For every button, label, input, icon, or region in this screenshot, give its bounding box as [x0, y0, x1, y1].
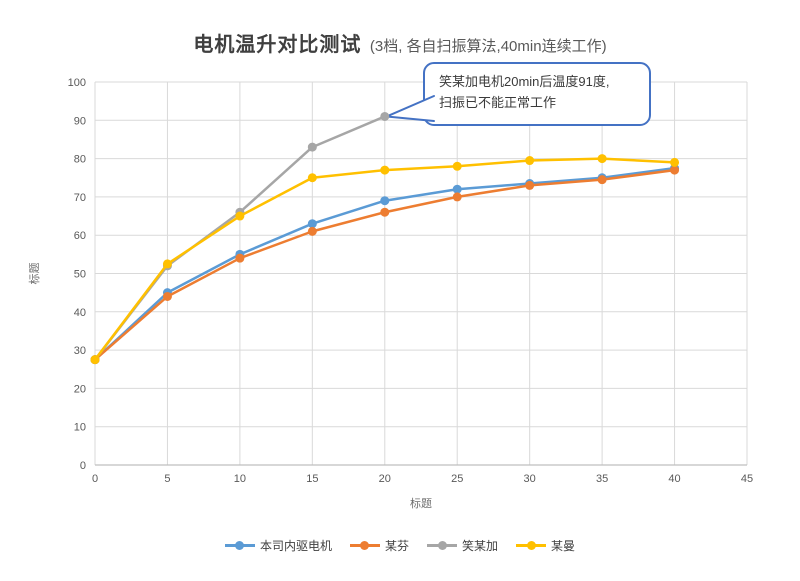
legend-item-某芬: 某芬	[349, 537, 409, 554]
y-tick-label: 60	[74, 230, 86, 242]
y-tick-label: 90	[74, 115, 86, 127]
series-marker-某曼	[525, 156, 535, 166]
series-marker-某曼	[235, 211, 245, 221]
series-marker-某芬	[380, 207, 390, 217]
y-tick-label: 80	[74, 154, 86, 166]
legend: 本司内驱电机 某芬 笑某加 某曼	[0, 537, 800, 554]
legend-item-某曼: 某曼	[516, 537, 575, 554]
series-marker-某曼	[670, 157, 680, 167]
series-marker-某曼	[452, 161, 462, 171]
x-axis-title: 标题	[410, 496, 432, 510]
callout-line2: 扫振已不能正常工作	[439, 95, 557, 110]
y-tick-label: 50	[74, 269, 86, 281]
legend-marker-icon	[349, 541, 380, 550]
x-tick-label: 25	[451, 473, 463, 485]
series-marker-某芬	[307, 226, 317, 236]
chart-title-main: 电机温升对比测试	[193, 34, 362, 56]
callout-box	[423, 62, 651, 126]
x-tick-label: 15	[306, 473, 318, 485]
legend-label: 笑某加	[462, 539, 499, 553]
series-marker-某曼	[380, 165, 390, 175]
series-marker-本司内驱电机	[452, 184, 462, 194]
series-marker-某曼	[597, 154, 607, 164]
callout-tail-fill	[386, 96, 434, 121]
series-marker-笑某加	[380, 111, 390, 121]
x-tick-label: 5	[164, 473, 170, 485]
series-marker-某芬	[670, 165, 680, 175]
x-tick-label: 45	[741, 473, 753, 485]
y-axis-title: 标题	[27, 263, 41, 285]
y-tick-label: 40	[74, 307, 86, 319]
callout-line1: 笑某加电机20min后温度91度,	[439, 74, 610, 89]
x-tick-label: 0	[92, 473, 98, 485]
y-tick-label: 0	[80, 460, 86, 472]
x-tick-label: 30	[524, 473, 536, 485]
legend-marker-icon	[516, 541, 547, 550]
y-tick-label: 30	[74, 345, 86, 357]
series-marker-某曼	[307, 173, 317, 183]
chart-title-sub: (3档, 各自扫振算法,40min连续工作)	[369, 38, 607, 55]
series-marker-某芬	[162, 291, 172, 301]
callout-annotation: 笑某加电机20min后温度91度, 扫振已不能正常工作	[439, 71, 639, 113]
legend-item-笑某加: 笑某加	[427, 537, 498, 554]
legend-marker-icon	[224, 541, 255, 550]
series-marker-本司内驱电机	[307, 219, 317, 229]
x-tick-label: 10	[234, 473, 246, 485]
legend-item-本司内驱电机: 本司内驱电机	[224, 537, 332, 554]
series-marker-某芬	[452, 192, 462, 202]
series-marker-某芬	[597, 175, 607, 185]
series-marker-某芬	[525, 180, 535, 190]
x-tick-label: 40	[668, 473, 680, 485]
series-marker-某曼	[90, 355, 100, 365]
y-tick-label: 10	[74, 422, 86, 434]
y-tick-label: 20	[74, 383, 86, 395]
series-marker-笑某加	[307, 142, 317, 152]
series-marker-本司内驱电机	[380, 196, 390, 206]
legend-label: 本司内驱电机	[259, 539, 332, 553]
legend-label: 某芬	[384, 539, 409, 553]
series-marker-某曼	[162, 259, 172, 269]
x-tick-label: 20	[379, 473, 391, 485]
y-tick-label: 100	[68, 77, 86, 89]
chart-title: 电机温升对比测试 (3档, 各自扫振算法,40min连续工作)	[0, 28, 800, 57]
legend-marker-icon	[427, 541, 457, 550]
x-tick-label: 35	[596, 473, 608, 485]
y-tick-label: 70	[74, 192, 86, 204]
series-marker-某芬	[235, 253, 245, 263]
legend-label: 某曼	[551, 539, 576, 553]
